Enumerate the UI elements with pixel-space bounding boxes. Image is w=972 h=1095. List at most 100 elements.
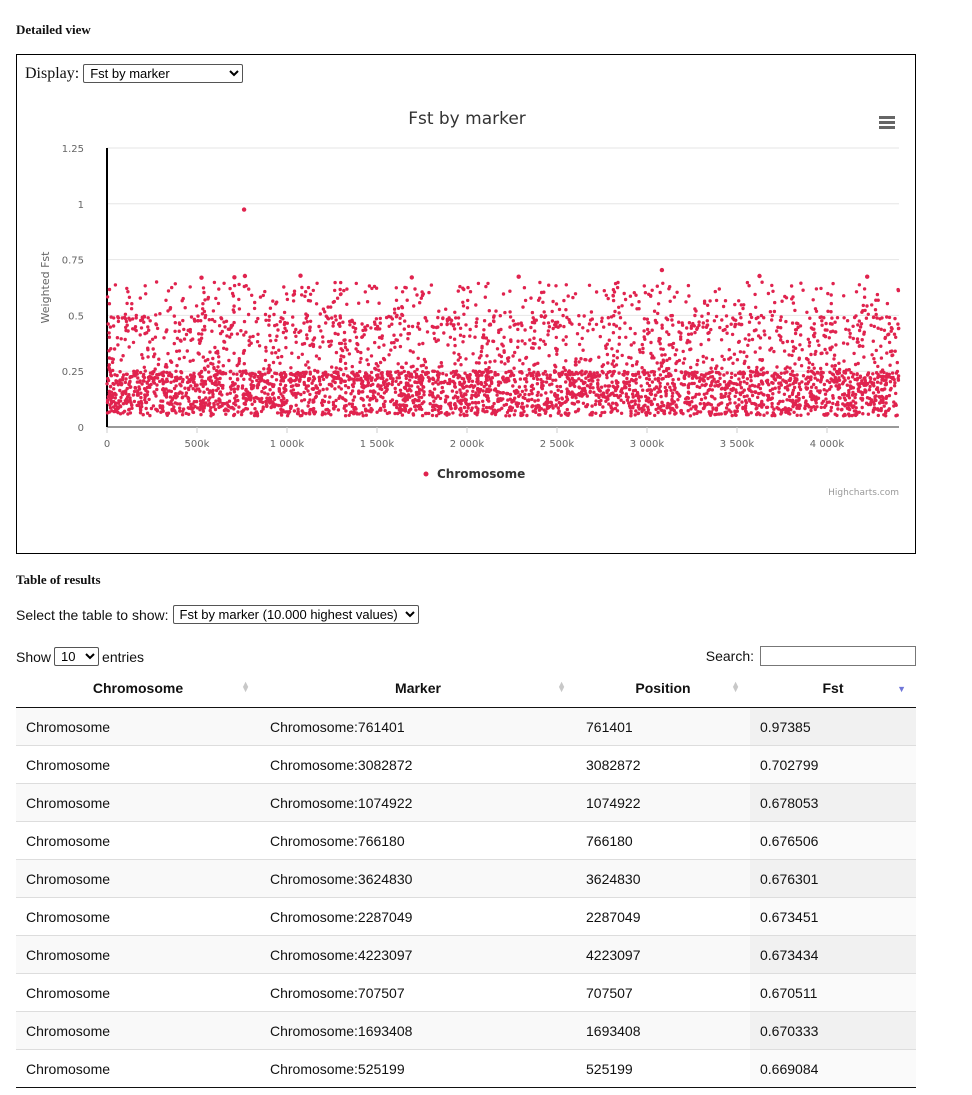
table-select[interactable]: Fst by marker (10.000 highest values) — [172, 605, 419, 624]
scatter-point — [365, 324, 370, 328]
scatter-point — [631, 389, 636, 393]
scatter-point — [159, 410, 163, 414]
scatter-point — [175, 336, 180, 340]
table-row[interactable]: Chromosome Chromosome:707507 707507 0.67051… — [16, 973, 916, 1012]
scatter-point — [369, 326, 373, 330]
scatter-point — [113, 283, 118, 287]
scatter-point — [413, 404, 417, 409]
scatter-point — [826, 291, 830, 296]
scatter-point — [294, 403, 298, 407]
scatter-point — [614, 324, 619, 328]
scatter-point — [642, 368, 646, 373]
table-row[interactable]: Chromosome Chromosome:2287049 2287049 0.673… — [16, 897, 916, 936]
scatter-point — [770, 405, 774, 409]
chart-menu-icon[interactable] — [879, 116, 895, 129]
table-row[interactable]: Chromosome Chromosome:1074922 1074922 0.678… — [16, 783, 916, 822]
scatter-point — [212, 280, 217, 285]
scatter-point — [813, 397, 817, 402]
scatter-point — [466, 406, 470, 410]
scatter-point — [586, 374, 591, 379]
scatter-point — [548, 383, 552, 387]
scatter-point — [606, 296, 610, 301]
scatter-point — [394, 286, 398, 290]
scatter-point — [674, 348, 679, 352]
scatter-point — [337, 396, 341, 400]
column-header-marker[interactable]: Marker ▲ ▼ — [260, 668, 576, 708]
scatter-point — [766, 291, 771, 296]
scatter-point — [823, 347, 827, 352]
scatter-point — [568, 378, 572, 383]
scatter-point — [264, 345, 268, 350]
scatter-point — [671, 345, 675, 350]
scatter-point — [329, 305, 333, 309]
scatter-point — [591, 327, 595, 332]
scatter-point — [605, 390, 609, 395]
scatter-point — [173, 282, 177, 286]
table-row[interactable]: Chromosome Chromosome:1693408 1693408 0.670… — [16, 1011, 916, 1050]
scatter-point — [228, 376, 232, 381]
scatter-point — [756, 334, 761, 338]
scatter-point — [850, 393, 855, 397]
scatter-point — [647, 400, 651, 404]
scatter-point — [885, 315, 889, 319]
scatter-point — [707, 338, 711, 342]
column-header-chromosome[interactable]: Chromosome ▲ ▼ — [16, 668, 260, 708]
scatter-point — [875, 316, 879, 320]
scatter-point — [285, 297, 290, 302]
scatter-point — [693, 373, 697, 377]
scatter-point — [507, 356, 511, 360]
table-row[interactable]: Chromosome Chromosome:525199 525199 0.66908… — [16, 1049, 916, 1088]
scatter-point — [279, 392, 283, 396]
table-row[interactable]: Chromosome Chromosome:3624830 3624830 0.676… — [16, 859, 916, 898]
scatter-point — [373, 390, 377, 394]
scatter-point — [689, 407, 693, 411]
scatter-point — [123, 380, 128, 385]
scatter-point — [261, 293, 265, 298]
column-header-fst[interactable]: Fst ▼ — [750, 668, 916, 708]
scatter-point — [615, 285, 620, 290]
table-row[interactable]: Chromosome Chromosome:3082872 3082872 0.702… — [16, 745, 916, 784]
scatter-point — [742, 380, 746, 384]
scatter-point — [542, 339, 546, 343]
table-row[interactable]: Chromosome Chromosome:766180 766180 0.67650… — [16, 821, 916, 860]
column-header-position[interactable]: Position ▲ ▼ — [576, 668, 750, 708]
scatter-point — [559, 413, 563, 417]
display-select[interactable]: Fst by marker — [83, 64, 244, 83]
scatter-point — [631, 395, 635, 399]
scatter-point — [304, 363, 308, 367]
cell-chromosome: Chromosome — [16, 897, 260, 936]
scatter-point — [685, 341, 689, 345]
scatter-point — [733, 401, 737, 405]
scatter-point — [761, 373, 765, 377]
scatter-point — [782, 379, 787, 383]
scatter-point — [543, 369, 547, 374]
table-row[interactable]: Chromosome Chromosome:761401 761401 0.97385 — [16, 707, 916, 746]
scatter-point — [794, 328, 799, 332]
scatter-point — [488, 384, 492, 388]
search-input[interactable] — [760, 646, 916, 666]
scatter-point — [588, 386, 593, 390]
scatter-point — [348, 339, 352, 343]
scatter-point — [829, 330, 833, 334]
scatter-point — [282, 396, 286, 401]
scatter-point — [192, 371, 196, 375]
scatter-point — [879, 406, 883, 411]
scatter-point — [830, 322, 834, 326]
scatter-point — [513, 409, 517, 413]
scatter-point — [227, 399, 232, 403]
scatter-point — [443, 400, 448, 404]
cell-marker: Chromosome:761401 — [260, 707, 576, 746]
scatter-point — [779, 335, 783, 339]
scatter-point — [553, 320, 558, 325]
scatter-point — [116, 343, 120, 347]
table-row[interactable]: Chromosome Chromosome:4223097 4223097 0.673… — [16, 935, 916, 974]
scatter-point — [409, 275, 414, 280]
scatter-point — [768, 388, 772, 393]
scatter-point — [855, 376, 860, 381]
scatter-point — [394, 298, 399, 302]
scatter-point — [669, 343, 673, 347]
entries-length-select[interactable]: 10 — [54, 647, 100, 666]
scatter-point — [501, 344, 505, 348]
scatter-point — [184, 391, 189, 395]
scatter-point — [214, 296, 218, 301]
